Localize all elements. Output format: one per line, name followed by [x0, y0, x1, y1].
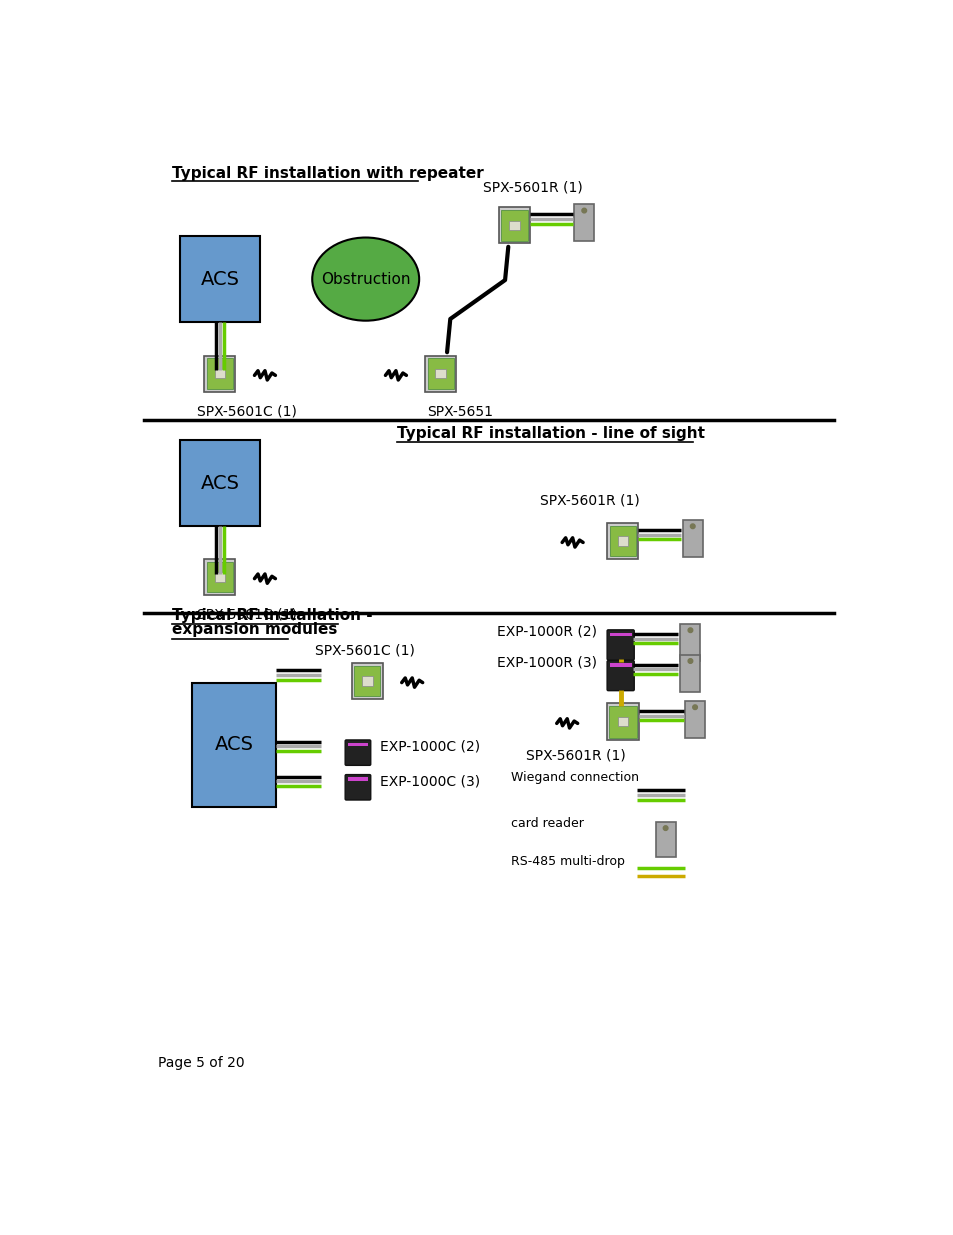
Text: SPX-5651: SPX-5651 [427, 405, 493, 419]
Text: EXP-1000R (3): EXP-1000R (3) [497, 656, 597, 669]
Bar [500, 210, 527, 241]
Bar [679, 624, 700, 661]
Bar [192, 683, 275, 806]
Bar [574, 205, 594, 241]
Text: EXP-1000R (2): EXP-1000R (2) [497, 625, 597, 638]
Text: SPX-5601R (1): SPX-5601R (1) [539, 494, 639, 508]
Text: RS-485 multi-drop: RS-485 multi-drop [510, 855, 624, 868]
Text: Typical RF installation - line of sight: Typical RF installation - line of sight [396, 426, 704, 441]
Bar [509, 221, 519, 230]
Circle shape [690, 524, 695, 529]
Text: EXP-1000C (2): EXP-1000C (2) [379, 740, 479, 753]
Text: ACS: ACS [214, 736, 253, 755]
Bar [608, 705, 637, 739]
Text: SPX-5601R (1): SPX-5601R (1) [525, 748, 625, 762]
Bar [609, 632, 631, 636]
FancyBboxPatch shape [345, 740, 371, 766]
Circle shape [687, 658, 692, 663]
Text: SPX-5601C (1): SPX-5601C (1) [196, 608, 296, 622]
Ellipse shape [312, 237, 418, 321]
Text: Page 5 of 20: Page 5 of 20 [158, 1056, 244, 1070]
Bar [425, 356, 456, 391]
FancyBboxPatch shape [606, 661, 634, 690]
Bar [207, 358, 233, 389]
Circle shape [687, 627, 692, 632]
Bar [655, 823, 675, 857]
Text: EXP-1000C (3): EXP-1000C (3) [379, 774, 479, 788]
Bar [617, 536, 628, 546]
Text: SPX-5601C (1): SPX-5601C (1) [196, 405, 296, 419]
Text: Wiegand connection: Wiegand connection [510, 771, 638, 784]
Bar [679, 655, 700, 692]
Bar [607, 524, 638, 558]
Text: card reader: card reader [510, 816, 583, 830]
Bar [609, 526, 636, 556]
Bar [498, 207, 530, 243]
Bar [609, 663, 631, 667]
Text: Typical RF installation -: Typical RF installation - [172, 609, 373, 624]
Bar [617, 718, 628, 726]
FancyBboxPatch shape [345, 774, 371, 800]
Text: Obstruction: Obstruction [320, 272, 410, 287]
Text: Typical RF installation with repeater: Typical RF installation with repeater [172, 165, 483, 180]
Bar [354, 666, 380, 697]
Bar [204, 559, 235, 595]
Text: ACS: ACS [200, 269, 239, 289]
Bar [348, 742, 368, 746]
Bar [348, 777, 368, 782]
Text: SPX-5601R (1): SPX-5601R (1) [483, 180, 582, 194]
Bar [435, 369, 446, 378]
Bar [180, 236, 259, 322]
Bar [682, 520, 702, 557]
FancyBboxPatch shape [606, 630, 634, 659]
Circle shape [581, 209, 586, 212]
Bar [684, 701, 704, 739]
Bar [207, 562, 233, 593]
Bar [427, 358, 454, 389]
Text: SPX-5601C (1): SPX-5601C (1) [315, 643, 415, 658]
Bar [606, 703, 639, 741]
Bar [361, 677, 373, 685]
Text: ACS: ACS [200, 474, 239, 493]
Bar [180, 440, 259, 526]
Bar [352, 663, 382, 699]
Bar [204, 356, 235, 391]
Circle shape [662, 826, 667, 830]
Bar [214, 369, 225, 378]
Text: expansion modules: expansion modules [172, 622, 337, 637]
Bar [214, 573, 225, 582]
Circle shape [692, 705, 697, 710]
